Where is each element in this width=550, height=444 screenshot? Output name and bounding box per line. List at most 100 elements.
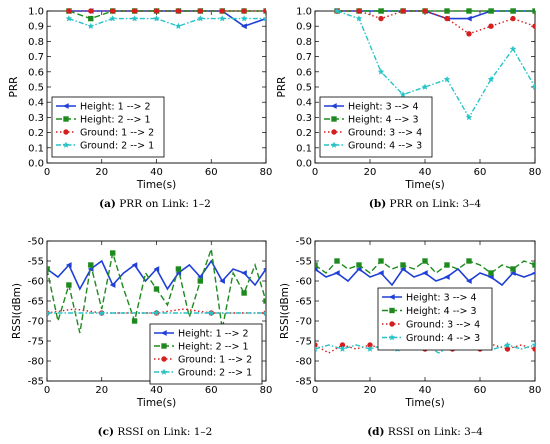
legend: Height: 3 --> 4 Height: 4 --> 3 Ground: 3 … — [319, 96, 433, 158]
series-line — [47, 308, 266, 314]
panel-caption: (b) PRR on Link: 3–4 — [369, 198, 482, 210]
data-point — [109, 282, 116, 288]
data-point — [487, 75, 495, 83]
data-point — [465, 15, 472, 22]
legend-marker — [389, 307, 395, 314]
x-tick-label: 20 — [364, 167, 377, 178]
data-point — [532, 346, 535, 352]
legend-marker — [160, 368, 168, 375]
legend-marker — [331, 116, 337, 122]
y-tick-label: 0.6 — [296, 67, 312, 78]
x-axis-label: Time(s) — [136, 179, 176, 191]
data-point — [88, 262, 94, 268]
caption-text: RSSI on Link: 3–4 — [384, 426, 483, 438]
y-tick-label: 0.7 — [296, 52, 312, 63]
legend-marker — [161, 343, 167, 349]
series-4 — [333, 8, 535, 121]
data-point — [532, 8, 535, 14]
y-tick-label: 0.1 — [28, 143, 44, 154]
y-tick-label: -50 — [296, 237, 312, 248]
data-point — [315, 262, 318, 268]
data-point — [466, 8, 472, 14]
data-point — [131, 318, 138, 324]
data-point — [131, 262, 138, 268]
data-point — [153, 266, 160, 272]
data-point — [443, 274, 450, 280]
data-point — [153, 309, 160, 316]
data-point — [510, 15, 516, 22]
legend-label: Ground: 3 --> 4 — [406, 319, 480, 330]
data-point — [218, 15, 226, 22]
y-tick-label: -60 — [28, 277, 44, 288]
data-point — [109, 8, 116, 14]
data-point — [532, 262, 535, 268]
legend: Height: 1 --> 2 Height: 2 --> 1 Ground: 1 … — [51, 96, 165, 158]
legend-marker — [63, 116, 69, 122]
data-point — [488, 270, 494, 276]
data-point — [531, 341, 535, 348]
x-tick-label: 80 — [260, 385, 273, 396]
x-tick-label: 60 — [205, 385, 218, 396]
legend-label: Ground: 1 --> 2 — [178, 354, 252, 365]
x-tick-label: 40 — [150, 385, 163, 396]
legend-label: Ground: 3 --> 4 — [348, 127, 422, 138]
legend-label: Height: 1 --> 2 — [178, 328, 249, 339]
y-tick-label: 0.6 — [28, 67, 44, 78]
x-tick-label: 40 — [150, 167, 163, 178]
data-point — [366, 345, 374, 352]
data-point — [400, 262, 406, 268]
data-point — [356, 8, 362, 14]
y-axis-label: RSSI(dBm) — [11, 283, 23, 339]
data-point — [315, 266, 318, 272]
x-tick-label: 40 — [419, 385, 432, 396]
data-point — [65, 15, 73, 22]
data-point — [377, 68, 385, 75]
data-point — [465, 113, 473, 121]
y-axis-label: RSSI(dBm) — [279, 283, 291, 339]
legend-marker — [388, 294, 395, 300]
data-point — [88, 15, 94, 22]
y-tick-label: 0.5 — [28, 83, 44, 94]
series-4 — [47, 309, 266, 316]
data-point — [87, 22, 95, 30]
y-tick-label: -80 — [28, 357, 44, 368]
series-line — [336, 10, 535, 119]
legend-box — [377, 287, 493, 351]
legend-marker — [161, 356, 167, 362]
data-point — [131, 15, 138, 22]
x-tick-label: 20 — [364, 385, 377, 396]
data-point — [153, 286, 160, 292]
series-1 — [315, 266, 535, 287]
data-point — [262, 309, 266, 316]
legend-marker — [330, 141, 338, 148]
legend-box — [319, 96, 433, 158]
chart-panel-1: 0.0 0.1 0.2 0.3 0.4 0.5 0.6 0.7 0.8 0.9 1.0 0 20 40 60… — [8, 7, 272, 211]
x-tick-label: 40 — [419, 167, 432, 178]
caption-text: PRR on Link: 1–2 — [116, 198, 211, 210]
y-tick-label: 0.8 — [296, 37, 312, 48]
legend-label: Height: 4 --> 3 — [348, 114, 419, 125]
legend-label: Ground: 4 --> 3 — [348, 140, 422, 151]
series-4 — [65, 15, 266, 30]
x-tick-label: 0 — [44, 167, 50, 178]
y-tick-label: 0.5 — [296, 83, 312, 94]
x-tick-label: 80 — [529, 167, 542, 178]
data-point — [153, 8, 160, 14]
legend-marker — [63, 129, 69, 135]
data-point — [131, 8, 138, 14]
legend-label: Ground: 4 --> 3 — [406, 333, 480, 344]
data-point — [333, 8, 341, 14]
y-tick-label: -85 — [28, 377, 44, 388]
y-tick-label: 0.9 — [28, 22, 44, 33]
data-point — [66, 8, 72, 14]
data-point — [175, 266, 182, 272]
panel-caption: (a) PRR on Link: 1–2 — [99, 198, 211, 210]
data-point — [488, 8, 494, 14]
x-tick-label: 60 — [205, 167, 218, 178]
caption-tag: (c) — [98, 426, 114, 438]
x-tick-label: 60 — [474, 167, 487, 178]
data-point — [378, 8, 384, 14]
x-tick-label: 0 — [312, 385, 318, 396]
data-point — [509, 270, 516, 276]
legend-marker — [330, 103, 337, 109]
